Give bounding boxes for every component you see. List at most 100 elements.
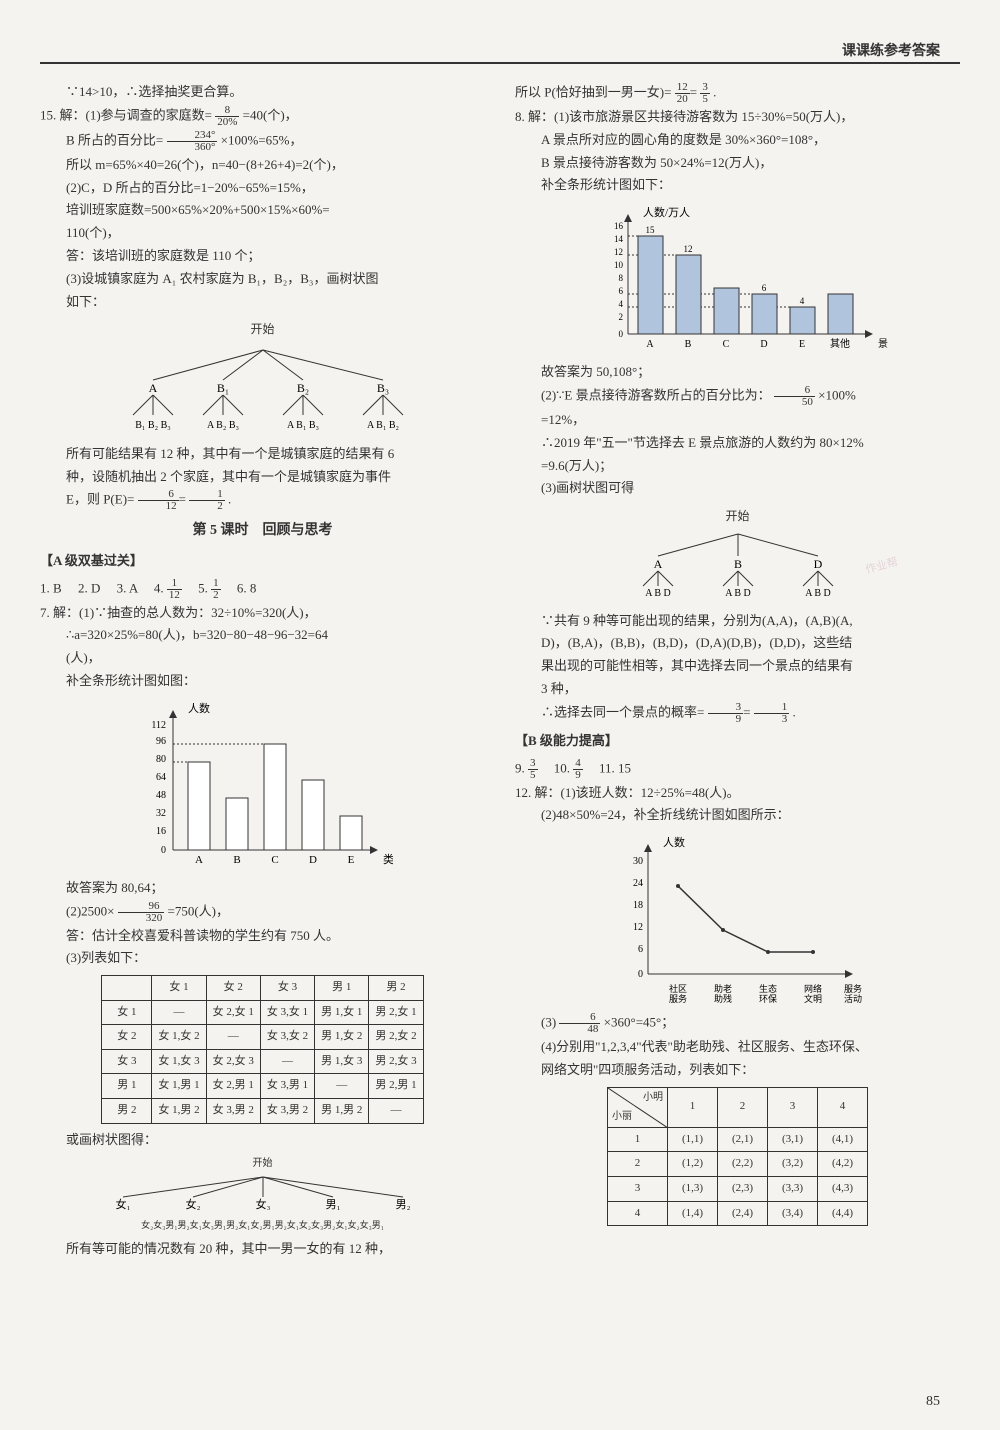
svg-text:A: A (148, 381, 157, 395)
svg-text:E: E (798, 339, 804, 350)
svg-text:14: 14 (614, 234, 624, 244)
text-line: 所以 m=65%×40=26(个)，n=40−(8+26+4)=2(个)， (40, 155, 485, 176)
svg-text:112: 112 (151, 720, 166, 731)
svg-text:文明: 文明 (803, 993, 821, 1004)
svg-text:B₁ B₂ B₃: B₁ B₂ B₃ (135, 420, 170, 430)
svg-text:0: 0 (618, 329, 623, 339)
q7-line: 7. 解：(1)∵抽查的总人数为：32÷10%=320(人)， (40, 603, 485, 624)
text-line: 故答案为 80,64； (40, 878, 485, 899)
text-line: (3) 648 ×360°=45°； (515, 1012, 960, 1035)
tree-svg: A B₁ B₂ B₃ B₁ B₂ B₃ A B₂ B₃ A B₁ B₃ A B₁… (103, 340, 423, 430)
svg-text:活动: 活动 (843, 993, 861, 1004)
a-answers: 1. B 2. D 3. A 4. 112 5. 12 6. 8 (40, 578, 485, 601)
svg-text:A B D: A B D (805, 588, 831, 596)
text-line: ∴a=320×25%=80(人)，b=320−80−48−96−32=64 (40, 625, 485, 646)
probability-table-1: 女 1女 2女 3男 1男 2女 1—女 2,女 1女 3,女 1男 1,女 1… (101, 975, 423, 1124)
text-line: (2)C，D 所占的百分比=1−20%−65%=15%， (40, 178, 485, 199)
svg-text:A: A (646, 339, 654, 350)
text-line: 种，设随机抽出 2 个家庭，其中有一个是城镇家庭为事件 (40, 467, 485, 488)
probability-table-2: 小明 小丽 1 2 3 4 1(1,1)(2,1)(3,1)(4,1)2(1,2… (607, 1087, 868, 1226)
svg-text:A B₁ B₃: A B₁ B₃ (287, 420, 319, 430)
svg-text:生态: 生态 (758, 983, 776, 994)
section-title: 第 5 课时 回顾与思考 (40, 520, 485, 542)
svg-text:16: 16 (156, 826, 166, 837)
svg-text:12: 12 (633, 922, 643, 933)
svg-text:16: 16 (614, 221, 624, 231)
svg-text:人数: 人数 (663, 836, 685, 849)
svg-text:6: 6 (638, 944, 643, 955)
page-number: 85 (926, 1394, 940, 1410)
text-line: 故答案为 50,108°； (515, 362, 960, 383)
text-line: 所有等可能的情况数有 20 种，其中一男一女的有 12 种， (40, 1239, 485, 1260)
svg-text:15: 15 (645, 225, 655, 235)
svg-text:助老: 助老 (713, 983, 731, 994)
svg-text:环保: 环保 (758, 993, 776, 1004)
b-level-heading: 【B 级能力提高】 (515, 731, 960, 752)
svg-text:12: 12 (614, 247, 623, 257)
svg-text:男₂: 男₂ (395, 1199, 410, 1211)
svg-text:网络: 网络 (803, 983, 821, 994)
svg-text:E: E (347, 854, 354, 866)
svg-text:6: 6 (618, 286, 623, 296)
text-line: 答：该培训班的家庭数是 110 个； (40, 246, 485, 267)
text-line: (3)画树状图可得 (515, 478, 960, 499)
right-column: 所以 P(恰好抽到一男一女)= 1220= 35 . 8. 解：(1)该市旅游景… (515, 80, 960, 1262)
svg-text:人数/万人: 人数/万人 (643, 206, 690, 219)
text-line: 110(个)， (40, 223, 485, 244)
text-line: =12%， (515, 410, 960, 431)
svg-text:2: 2 (618, 312, 623, 322)
svg-text:人数: 人数 (188, 702, 210, 715)
svg-text:服务: 服务 (843, 983, 861, 994)
svg-text:女₃: 女₃ (255, 1197, 270, 1211)
svg-text:助残: 助残 (713, 993, 731, 1004)
svg-text:C: C (722, 339, 729, 350)
svg-text:D: D (309, 854, 317, 866)
svg-text:景点: 景点 (878, 338, 888, 350)
svg-text:A B₁ B₂: A B₁ B₂ (367, 420, 399, 430)
text-line: (2)∵E 景点接待游客数所占的百分比为： 650 ×100% (515, 385, 960, 408)
q8-line: 8. 解：(1)该市旅游景区共接待游客数为 15÷30%=50(万人)， (515, 107, 960, 128)
svg-text:4: 4 (799, 296, 804, 306)
text-line: A 景点所对应的圆心角的度数是 30%×360°=108°， (515, 130, 960, 151)
svg-text:0: 0 (161, 845, 166, 856)
svg-text:30: 30 (633, 856, 643, 867)
text-line: ∵14>10，∴选择抽奖更合算。 (40, 82, 485, 103)
text-line: (3)设城镇家庭为 A₁ 农村家庭为 B₁，B₂，B₃，画树状图 (40, 269, 485, 290)
svg-text:B: B (233, 854, 240, 866)
page-header: 课课练参考答案 (842, 40, 940, 60)
text-line: E，则 P(E)= 612= 12 . (40, 489, 485, 512)
svg-text:B₁: B₁ (216, 381, 228, 395)
svg-text:96: 96 (156, 736, 166, 747)
svg-text:48: 48 (156, 790, 166, 801)
svg-text:64: 64 (156, 772, 166, 783)
svg-text:A B D: A B D (725, 588, 751, 596)
text-line: (人)， (40, 648, 485, 669)
svg-text:A: A (195, 854, 203, 866)
svg-text:A: A (653, 557, 662, 571)
line-chart-q12: 人数 30 24 18 12 6 0 社区服务 助老助残 生态环保 网络文明 服… (515, 834, 960, 1004)
text-line: 培训班家庭数=500×65%×20%+500×15%×60%= (40, 200, 485, 221)
text-line: 果出现的可能性相等，其中选择去同一个景点的结果有 (515, 656, 960, 677)
q15-line: 15. 解：(1)参与调查的家庭数= 820% =40(个)， (40, 105, 485, 128)
svg-text:C: C (271, 854, 278, 866)
text-line: 所有可能结果有 12 种，其中有一个是城镇家庭的结果有 6 (40, 444, 485, 465)
svg-text:18: 18 (633, 900, 643, 911)
text-line: (2)48×50%=24，补全折线统计图如图所示： (515, 805, 960, 826)
text-line: 答：估计全校喜爱科普读物的学生约有 750 人。 (40, 926, 485, 947)
svg-text:32: 32 (156, 808, 166, 819)
svg-text:B: B (684, 339, 691, 350)
header-rule (40, 62, 960, 64)
svg-text:女₂: 女₂ (185, 1197, 200, 1211)
svg-text:B₃: B₃ (376, 381, 388, 395)
svg-text:其他: 其他 (830, 337, 850, 350)
text-line: (3)列表如下： (40, 948, 485, 969)
left-column: ∵14>10，∴选择抽奖更合算。 15. 解：(1)参与调查的家庭数= 820%… (40, 80, 485, 1262)
text-line: 网络文明"四项服务活动，列表如下： (515, 1060, 960, 1081)
svg-text:社区: 社区 (668, 983, 686, 994)
svg-text:B₂: B₂ (296, 381, 308, 395)
a-level-heading: 【A 级双基过关】 (40, 551, 485, 572)
svg-text:服务: 服务 (668, 993, 686, 1004)
svg-text:6: 6 (761, 283, 766, 293)
svg-text:男₁: 男₁ (325, 1199, 340, 1211)
text-line: D)，(B,A)，(B,B)，(B,D)，(D,A)(D,B)，(D,D)，这些… (515, 633, 960, 654)
